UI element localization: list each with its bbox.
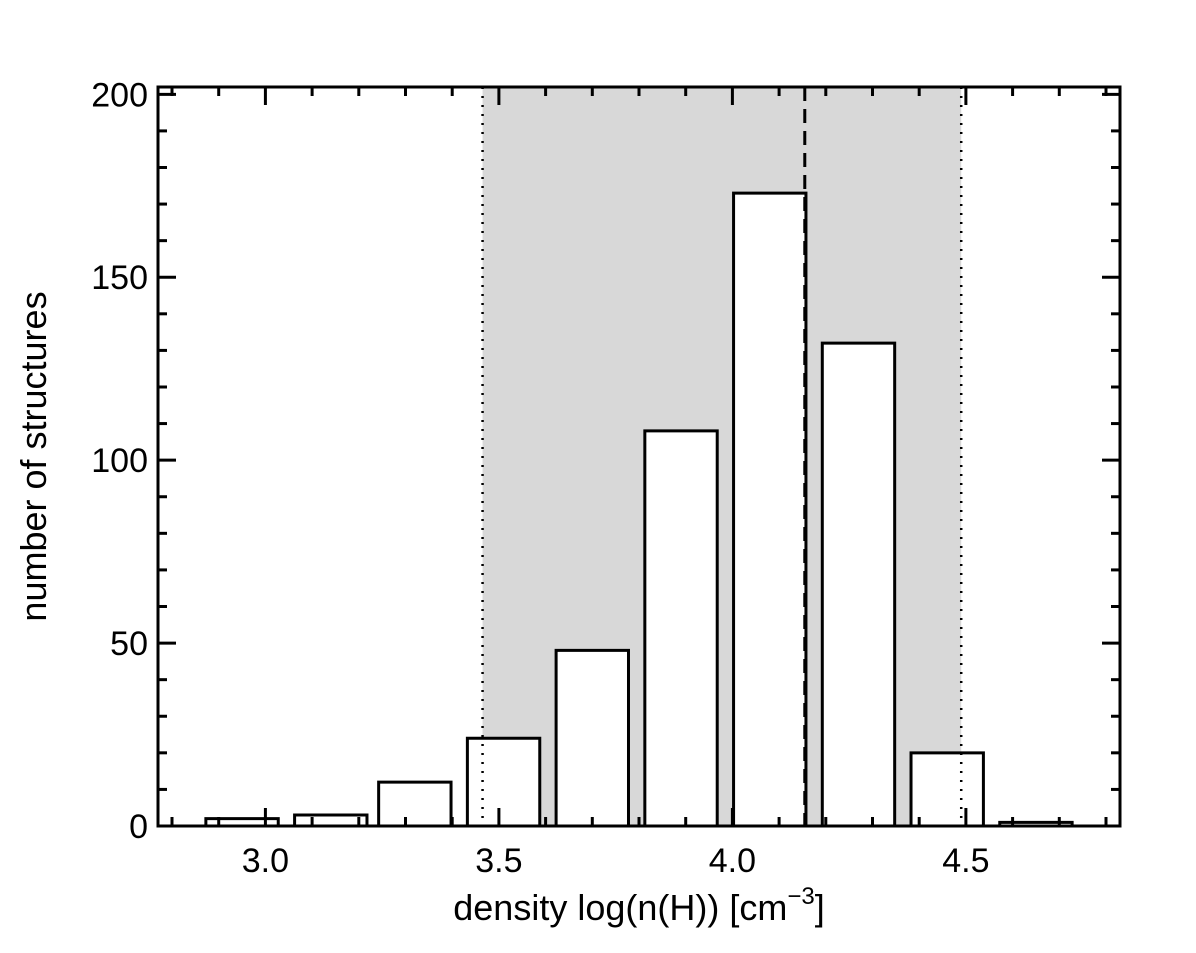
y-axis-title: number of structures bbox=[13, 291, 54, 621]
reference-lines bbox=[481, 87, 963, 826]
x-tick-label: 4.5 bbox=[942, 842, 989, 880]
histogram-bar bbox=[643, 429, 719, 826]
x-tick-label: 4.0 bbox=[709, 842, 756, 880]
tick-labels: 3.0 3.5 4.0 4.5 0 50 100 150 200 bbox=[91, 76, 989, 880]
y-tick-label: 0 bbox=[129, 808, 148, 846]
x-axis-title-main: density log(n(H)) [cm bbox=[453, 887, 787, 928]
histogram-bar bbox=[732, 191, 808, 826]
x-tick-label: 3.0 bbox=[242, 842, 289, 880]
y-tick-label: 50 bbox=[110, 625, 148, 663]
histogram-bar bbox=[293, 813, 369, 826]
x-axis-title: density log(n(H)) [cm−3] bbox=[453, 883, 824, 928]
histogram-bar bbox=[554, 648, 630, 826]
histogram-bars bbox=[204, 191, 1074, 826]
x-axis-title-bracket: ] bbox=[815, 887, 825, 928]
axis-ticks bbox=[158, 87, 1120, 828]
histogram-bar bbox=[820, 341, 897, 826]
histogram-bar bbox=[204, 817, 280, 826]
x-tick-label: 3.5 bbox=[475, 842, 522, 880]
y-tick-label: 150 bbox=[91, 259, 148, 297]
x-axis-title-exponent: −3 bbox=[787, 883, 814, 910]
histogram-bar bbox=[377, 780, 453, 826]
y-tick-label: 200 bbox=[91, 76, 148, 114]
histogram-bar bbox=[465, 736, 542, 826]
y-tick-label: 100 bbox=[91, 442, 148, 480]
histogram-bar bbox=[909, 751, 985, 826]
